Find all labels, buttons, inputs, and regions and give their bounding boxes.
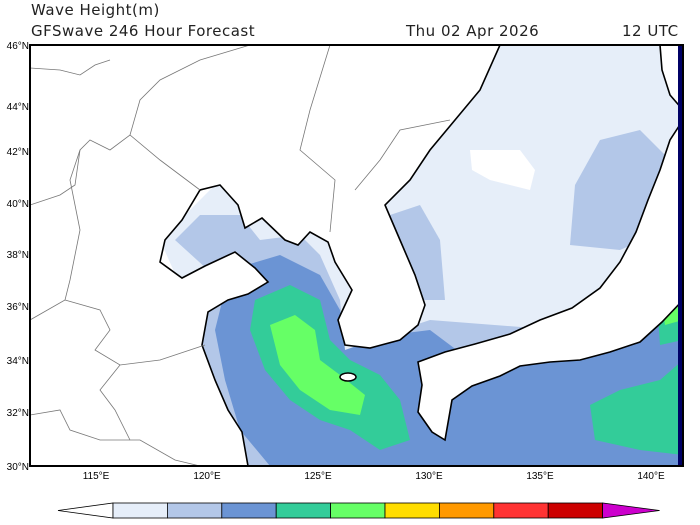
lon-label: 135°E bbox=[526, 471, 554, 482]
colorbar-swatch bbox=[438, 502, 495, 519]
land-mainland bbox=[30, 45, 501, 466]
colorbar-swatch bbox=[221, 502, 277, 519]
lat-label: 38°N bbox=[7, 250, 29, 261]
provincial-borders bbox=[30, 45, 451, 466]
lon-label: 125°E bbox=[304, 471, 332, 482]
map-frame bbox=[29, 44, 684, 467]
lat-label: 40°N bbox=[7, 199, 29, 210]
wave-field-3-4 bbox=[590, 360, 683, 455]
lat-label: 42°N bbox=[7, 147, 29, 158]
calm-area bbox=[470, 150, 535, 190]
forecast-time: 12 UTC bbox=[622, 22, 679, 40]
forecast-date: Thu 02 Apr 2026 bbox=[406, 22, 540, 40]
land-japan bbox=[417, 118, 683, 442]
right-edge-strip bbox=[678, 45, 683, 466]
land-jeju bbox=[339, 372, 357, 382]
colorbar-swatch bbox=[166, 502, 223, 519]
colorbar-swatch bbox=[275, 502, 332, 519]
lat-label: 36°N bbox=[7, 302, 29, 313]
colorbar-min-arrow bbox=[57, 502, 114, 519]
lon-label: 140°E bbox=[637, 471, 665, 482]
wave-field-4-5 bbox=[270, 315, 365, 415]
colorbar-swatch bbox=[112, 502, 168, 519]
colorbar-label: .5 bbox=[107, 522, 119, 525]
forecast-subtitle: GFSwave 246 Hour Forecast bbox=[31, 22, 256, 40]
colorbar-label: 4 bbox=[327, 522, 335, 525]
lat-label: 34°N bbox=[7, 356, 29, 367]
lat-label: 44°N bbox=[7, 102, 29, 113]
colorbar-label: 1 bbox=[164, 522, 172, 525]
lon-label: 130°E bbox=[415, 471, 443, 482]
colorbar-label: 12 bbox=[595, 522, 611, 525]
lon-label: 115°E bbox=[83, 471, 110, 482]
chart-title: Wave Height(m) bbox=[31, 1, 160, 19]
colorbar-label: 2 bbox=[218, 522, 226, 525]
colorbar-swatch bbox=[493, 502, 549, 519]
colorbar-label: 10 bbox=[540, 522, 556, 525]
lat-label: 32°N bbox=[7, 408, 29, 419]
colorbar-label: 3 bbox=[272, 522, 280, 525]
colorbar-label: 6 bbox=[436, 522, 444, 525]
lon-label: 120°E bbox=[193, 471, 221, 482]
lat-label: 30°N bbox=[7, 462, 29, 473]
colorbar-label: 5 bbox=[381, 522, 389, 525]
colorbar-swatch bbox=[330, 502, 386, 519]
wave-field-1-2 bbox=[390, 205, 445, 300]
colorbar-label: 8 bbox=[490, 522, 498, 525]
lat-label: 46°N bbox=[7, 41, 29, 52]
colorbar-max-arrow bbox=[602, 502, 660, 519]
colorbar-swatch bbox=[547, 502, 604, 519]
colorbar-swatch bbox=[384, 502, 440, 519]
land-hokkaido bbox=[659, 45, 683, 112]
colorbar: .512345681012 bbox=[57, 502, 660, 525]
